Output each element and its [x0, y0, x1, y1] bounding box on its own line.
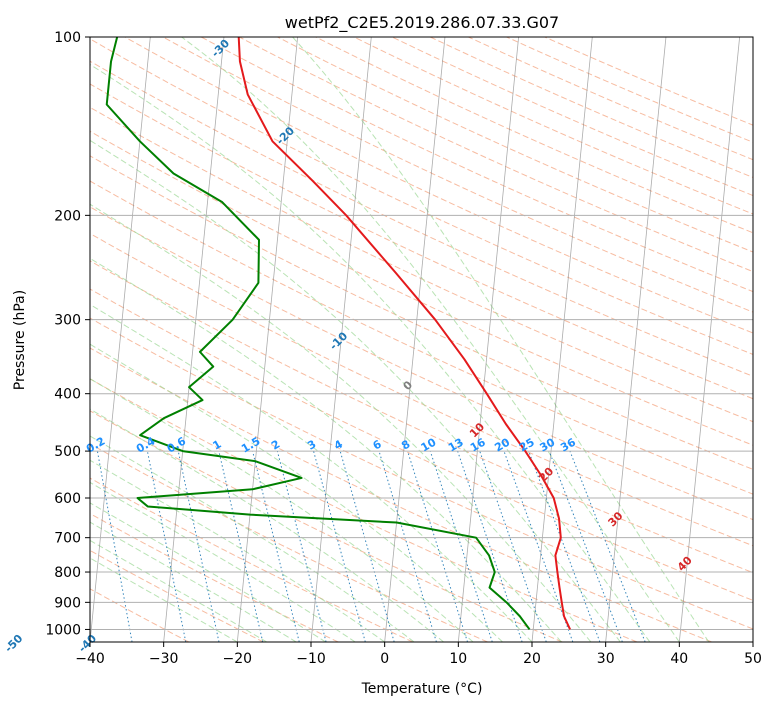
dry-adiabat: [90, 477, 414, 642]
axis-ticks: −40 −30 −20 −10 0 10 20 30 40 50 100 200 300 400 500 60…: [45, 30, 762, 667]
mixing-ratio-line: [177, 450, 220, 642]
x-tick-label: −10: [296, 651, 326, 667]
isotherm-line: [90, 37, 151, 642]
dry-adiabat: [90, 180, 753, 495]
y-tick-label: 300: [54, 313, 81, 329]
moist-adiabat: [90, 539, 268, 642]
mixing-ratio-line: [339, 450, 395, 642]
moist-adiabat: [90, 139, 621, 642]
dewpoint-profile-line: [105, 37, 531, 631]
chart-title: wetPf2_C2E5.2019.286.07.33.G07: [285, 13, 559, 33]
dry-adiabat: [90, 206, 753, 521]
y-tick-label: 100: [54, 30, 81, 46]
dry-adiabat: [90, 443, 488, 642]
moist-adiabat: [90, 521, 297, 642]
moist-adiabat: [90, 557, 238, 642]
y-tick-label: 200: [54, 208, 81, 224]
y-tick-label: 600: [54, 491, 81, 507]
x-tick-label: 30: [597, 651, 615, 667]
mixing-ratio-line: [96, 451, 133, 642]
x-tick-label: 0: [380, 651, 389, 667]
isotherm-line: [384, 37, 446, 642]
isotherm-line: [236, 37, 299, 642]
moist-adiabat: [90, 459, 385, 642]
dry-adiabat: [90, 549, 264, 642]
mixing-ratio-line: [503, 450, 574, 642]
temperature-profile-line: [237, 37, 571, 630]
moist-adiabat: [90, 303, 533, 642]
dry-adiabat: [90, 347, 712, 642]
isotherm-line: [310, 37, 372, 642]
dry-adiabat: [124, 37, 753, 334]
dry-adiabat: [90, 410, 563, 642]
x-tick-label: −20: [223, 651, 253, 667]
moist-adiabat: [90, 203, 592, 642]
plot-frame: [89, 36, 754, 643]
dry-adiabat: [90, 232, 753, 547]
mixing-ratio-line: [407, 450, 468, 642]
background-lines: [90, 37, 753, 642]
x-tick-label: 10: [449, 651, 467, 667]
dry-adiabat: [90, 288, 753, 601]
y-tick-label: 800: [54, 565, 81, 581]
moist-adiabat: [90, 435, 415, 642]
mixing-ratio-line: [252, 450, 300, 642]
moist-adiabat: [292, 37, 710, 642]
y-tick-label: 1000: [45, 622, 81, 638]
isotherm-line: [605, 37, 667, 642]
mixing-ratio-line: [457, 450, 523, 642]
y-tick-label: 700: [54, 531, 81, 547]
moist-adiabat: [90, 481, 356, 642]
y-tick-label: 900: [54, 595, 81, 611]
dry-adiabat: [200, 37, 753, 293]
mixing-ratio-line: [429, 450, 493, 642]
mixing-ratio-line: [276, 450, 327, 642]
moist-adiabat: [90, 63, 651, 642]
x-tick-label: −30: [149, 651, 179, 667]
dry-adiabat: [90, 513, 339, 642]
moist-adiabat: [90, 408, 444, 642]
moist-adiabat: [181, 37, 680, 642]
x-tick-label: 20: [523, 651, 541, 667]
moist-adiabat: [90, 257, 562, 642]
mixing-ratio-line: [313, 450, 366, 642]
mixing-ratio-line: [218, 450, 264, 642]
mixing-ratio-line: [479, 450, 547, 642]
dry-adiabat: [90, 155, 753, 470]
x-tick-label: 40: [670, 651, 688, 667]
isotherm-line: [678, 37, 741, 642]
dry-adiabat: [90, 130, 753, 446]
x-axis-label: Temperature (°C): [361, 681, 483, 697]
y-tick-label: 400: [54, 387, 81, 403]
mixing-ratio-line: [378, 450, 437, 642]
mixing-ratio-line: [146, 451, 187, 642]
y-tick-label: 500: [54, 444, 81, 460]
dry-adiabat: [162, 37, 753, 313]
isotherm-line: [163, 37, 225, 642]
y-axis-label: Pressure (hPa): [12, 290, 28, 390]
x-tick-label: 50: [744, 651, 762, 667]
isotherm-line: [531, 37, 593, 642]
x-tick-label: −40: [75, 651, 105, 667]
moist-adiabat: [90, 378, 474, 642]
series-layer: [105, 37, 571, 631]
isotherm-line: [457, 37, 520, 642]
dry-adiabat: [90, 83, 753, 400]
dry-adiabat: [90, 38, 753, 355]
